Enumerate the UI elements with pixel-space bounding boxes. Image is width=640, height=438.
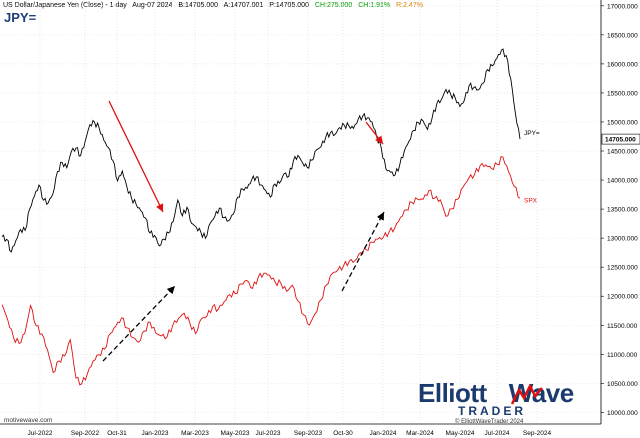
annotation-arrow-1 <box>108 100 164 213</box>
range-pct-value: R:2.47% <box>396 2 423 9</box>
price-tag-box <box>601 133 640 145</box>
y-tick-label: 15500.000 <box>607 90 638 97</box>
annotation-arrow-3 <box>102 285 176 362</box>
y-tick-label: 16500.000 <box>607 32 638 39</box>
wave-icon <box>511 384 543 405</box>
x-tick-label: Mar-2024 <box>406 430 434 437</box>
y-tick-label: 11500.000 <box>607 323 638 330</box>
y-tick-label: 11000.000 <box>607 352 638 359</box>
annotation-arrow-4 <box>341 211 385 292</box>
y-tick-label: 13500.000 <box>607 207 638 214</box>
x-tick-label: Sep-2023 <box>294 430 323 437</box>
x-tick-label: Sep-2022 <box>71 430 100 437</box>
series-label-jpy: JPY= <box>524 130 540 137</box>
x-tick-label: Jul-2024 <box>485 430 510 437</box>
change-value: CH:275.000 <box>314 2 353 9</box>
y-tick-label: 10500.000 <box>607 381 638 388</box>
y-tick-label: 16000.000 <box>607 61 638 68</box>
y-tick-label: 15000.000 <box>607 119 638 126</box>
y-tick-label: 12000.000 <box>607 294 638 301</box>
x-tick-label: Oct-30 <box>333 430 353 437</box>
x-tick-label: Jul-2022 <box>28 430 53 437</box>
y-tick-label: 14000.000 <box>607 178 638 185</box>
x-tick-label: Sep-2024 <box>523 430 552 437</box>
series-label-spx: SPX <box>524 197 538 204</box>
y-tick-label: 14500.000 <box>607 149 638 156</box>
price-value: P:14705.000 <box>269 2 309 9</box>
source-label: motivewave.com <box>4 417 53 424</box>
chart-header: US Dollar/Japanese Yen (Close) - 1 day A… <box>3 2 427 9</box>
x-tick-label: Jul-2023 <box>256 430 281 437</box>
annotation-arrow-2 <box>365 121 384 145</box>
y-tick-label: 10000.000 <box>607 410 638 417</box>
x-tick-label: Oct-31 <box>107 430 127 437</box>
y-tick-label: 12500.000 <box>607 265 638 272</box>
copyright-label: © ElliottWaveTrader 2024 <box>455 419 524 425</box>
ticker-label: JPY= <box>4 10 37 25</box>
series-line-spx <box>1 156 521 386</box>
ask-value: A:14707.001 <box>223 2 264 9</box>
bar-date: Aug-07 2024 <box>132 2 173 9</box>
x-tick-label: May-2024 <box>446 430 475 437</box>
x-tick-label: May-2023 <box>221 430 250 437</box>
elliottwave-logo: Elliott Wave TRADER <box>418 378 574 420</box>
logo-subtext: TRADER <box>458 404 526 418</box>
price-tag-label: 14705.000 <box>605 137 636 144</box>
y-tick-label: 17000.000 <box>607 3 638 10</box>
x-tick-label: Mar-2023 <box>181 430 209 437</box>
x-tick-label: Jan-2023 <box>141 430 168 437</box>
x-tick-label: Jan-2024 <box>369 430 396 437</box>
change-pct-value: CH:1.91% <box>358 2 391 9</box>
y-tick-label: 13000.000 <box>607 236 638 243</box>
symbol-title: US Dollar/Japanese Yen (Close) - 1 day <box>3 2 127 9</box>
series-line-jpy <box>1 48 521 253</box>
bid-value: B:14705.000 <box>178 2 219 9</box>
